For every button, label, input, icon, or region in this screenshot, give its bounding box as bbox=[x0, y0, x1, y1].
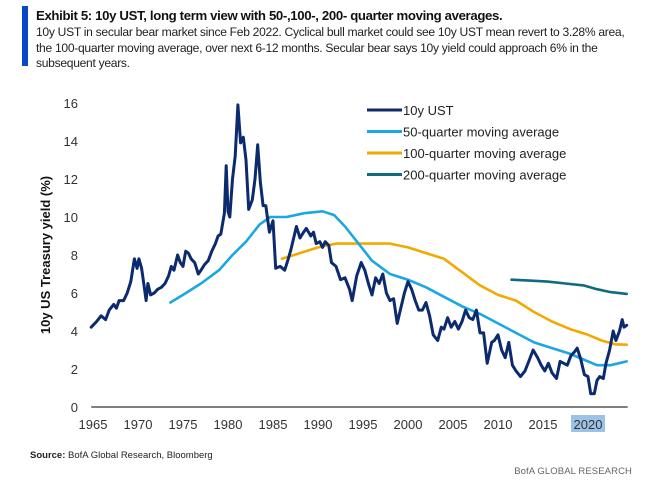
brand-footer: BofA GLOBAL RESEARCH bbox=[514, 466, 632, 477]
source-label: Source: bbox=[30, 450, 66, 461]
y-tick-label: 6 bbox=[71, 286, 78, 301]
y-tick-label: 14 bbox=[64, 134, 78, 149]
exhibit-title: Exhibit 5: 10y UST, long term view with … bbox=[36, 8, 503, 23]
x-tick-label: 2005 bbox=[439, 417, 468, 432]
y-tick-label: 16 bbox=[64, 96, 78, 111]
series-line-200-quarter-moving-average bbox=[510, 278, 628, 296]
y-tick-label: 10 bbox=[64, 210, 78, 225]
series-line-50-quarter-moving-average bbox=[169, 210, 628, 367]
y-tick-label: 0 bbox=[71, 400, 78, 415]
legend-label: 100-quarter moving average bbox=[403, 146, 566, 161]
x-tick-label: 1995 bbox=[349, 417, 378, 432]
legend-label: 10y UST bbox=[403, 103, 454, 118]
series-line-100-quarter-moving-average bbox=[280, 242, 628, 346]
source-text: BofA Global Research, Bloomberg bbox=[65, 450, 213, 461]
x-tick-label: 1965 bbox=[79, 417, 108, 432]
x-tick-label: 1985 bbox=[259, 417, 288, 432]
x-axis-ticks: 1965 1970 1975 1980 1985 1990 1995 2000 2005 2010… bbox=[79, 415, 605, 432]
legend: 10y UST 50-quarter moving average 100-quar… bbox=[367, 103, 566, 183]
tick-selection-highlight bbox=[571, 415, 605, 432]
x-tick-label: 1970 bbox=[124, 417, 153, 432]
source-note: Source: BofA Global Research, Bloomberg bbox=[30, 450, 213, 461]
legend-label: 50-quarter moving average bbox=[403, 125, 559, 140]
y-tick-label: 2 bbox=[71, 362, 78, 377]
x-tick-label: 1980 bbox=[214, 417, 243, 432]
y-tick-label: 8 bbox=[71, 248, 78, 263]
series-lines bbox=[89, 103, 629, 396]
x-tick-label: 2010 bbox=[484, 417, 513, 432]
y-tick-label: 4 bbox=[71, 324, 78, 339]
y-axis-label: 10y US Treasury yield (%) bbox=[38, 176, 53, 334]
x-tick-label: 1975 bbox=[169, 417, 198, 432]
exhibit-subtitle: 10y UST in secular bear market since Feb… bbox=[36, 25, 625, 70]
x-tick-label: 2020 bbox=[574, 417, 603, 432]
y-axis-ticks: 0 2 4 6 8 10 12 14 16 bbox=[64, 96, 78, 415]
x-tick-label: 2015 bbox=[529, 417, 558, 432]
x-tick-label: 2000 bbox=[394, 417, 423, 432]
x-tick-label: 1990 bbox=[304, 417, 333, 432]
series-line-10y-ust bbox=[89, 103, 629, 396]
exhibit-accent-bar bbox=[22, 6, 28, 66]
legend-label: 200-quarter moving average bbox=[403, 168, 566, 183]
y-tick-label: 12 bbox=[64, 172, 78, 187]
